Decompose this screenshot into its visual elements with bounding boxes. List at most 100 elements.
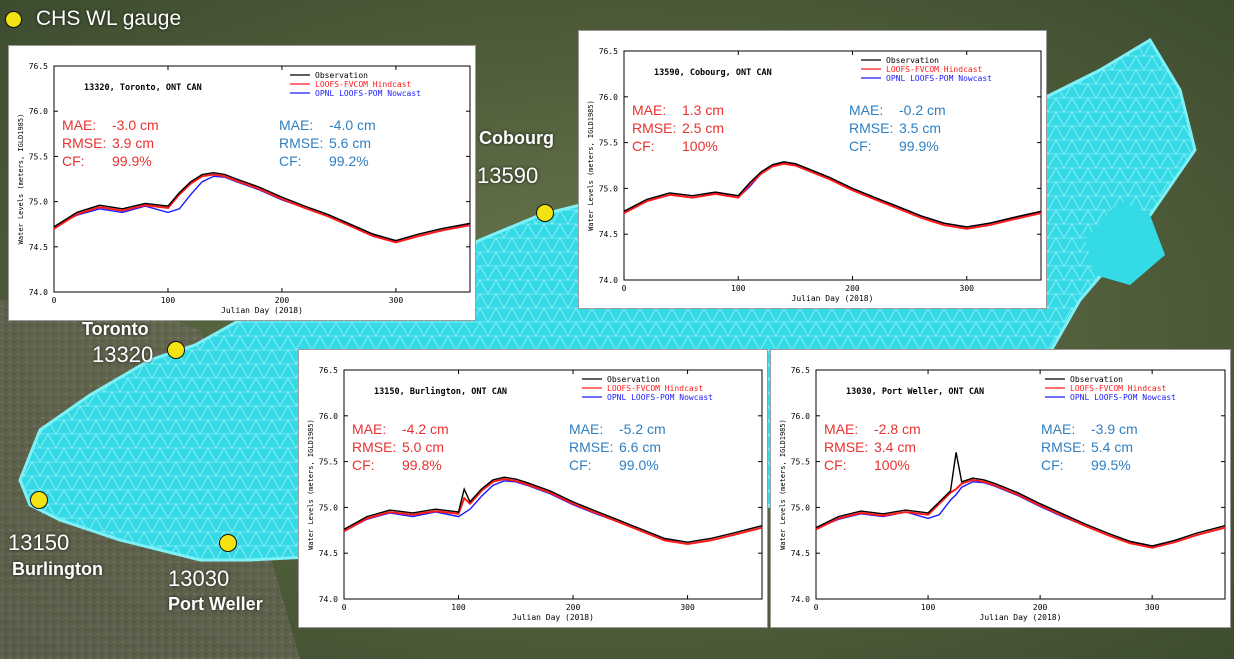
stat-label: RMSE: (849, 120, 893, 136)
stat-label: MAE: (62, 117, 96, 133)
stat-value: -5.2 cm (619, 421, 666, 437)
stat-label: CF: (1041, 457, 1064, 473)
x-axis-label: Julian Day (2018) (980, 613, 1062, 622)
stat-value: 1.3 cm (682, 102, 724, 118)
stat-value: 99.0% (619, 457, 659, 473)
station-id-burlington: 13150 (8, 530, 70, 555)
plot-frame (343, 369, 763, 600)
gauge-dot-cobourg[interactable] (536, 204, 554, 222)
x-axis-label: Julian Day (2018) (221, 306, 303, 315)
gauge-dot-toronto[interactable] (167, 341, 185, 359)
station-name-port-weller: Port Weller (168, 594, 263, 614)
y-tick-label: 76.5 (599, 47, 618, 56)
chart-panel-toronto: 74.0 74.5 75.0 75.5 76.0 76.5 0 100 200 300 Julian… (8, 45, 476, 321)
x-tick-label: 0 (814, 603, 819, 612)
stat-value: -4.2 cm (402, 421, 449, 437)
y-tick-label: 76.0 (599, 93, 618, 102)
stat-value: 5.6 cm (329, 135, 371, 151)
chart-title: 13320, Toronto, ONT CAN (84, 83, 202, 93)
y-tick-label: 75.0 (319, 503, 338, 512)
plot-frame (623, 50, 1042, 281)
hindcast-line (343, 477, 763, 546)
x-tick-label: 100 (161, 296, 176, 305)
stat-label: RMSE: (279, 135, 323, 151)
chart-cobourg: 74.0 74.5 75.0 75.5 76.0 76.5 0 100 200 300 Julian… (587, 47, 1042, 303)
y-tick-label: 76.0 (791, 412, 810, 421)
x-tick-label: 300 (389, 296, 404, 305)
y-tick-label: 76.5 (29, 62, 48, 71)
y-tick-label: 76.5 (319, 366, 338, 375)
x-tick-label: 100 (451, 603, 466, 612)
y-tick-label: 75.5 (791, 458, 810, 467)
stat-value: 3.5 cm (899, 120, 941, 136)
legend-entry: LOOFS-FVCOM Hindcast (1070, 384, 1167, 393)
stat-value: 5.4 cm (1091, 439, 1133, 455)
x-axis-label: Julian Day (2018) (512, 613, 594, 622)
y-axis-label: Water Levels (meters, IGLD1985) (307, 419, 315, 550)
stat-label: MAE: (569, 421, 603, 437)
stat-label: MAE: (632, 102, 666, 118)
x-tick-label: 100 (731, 284, 746, 293)
station-id-port-weller: 13030 (168, 566, 230, 591)
stat-label: RMSE: (1041, 439, 1085, 455)
chart-panel-cobourg: 74.0 74.5 75.0 75.5 76.0 76.5 0 100 200 300 Julian… (578, 30, 1047, 309)
chart-port-weller: 74.0 74.5 75.0 75.5 76.0 76.5 0 100 200 300 Julian… (779, 366, 1226, 622)
stat-label: CF: (352, 457, 375, 473)
y-tick-label: 75.0 (599, 184, 618, 193)
stat-value: 3.4 cm (874, 439, 916, 455)
stat-label: CF: (849, 138, 872, 154)
y-tick-label: 74.0 (319, 595, 338, 604)
y-tick-label: 75.5 (29, 152, 48, 161)
stat-value: -3.9 cm (1091, 421, 1138, 437)
stat-value: 99.9% (112, 153, 152, 169)
gauge-dot-port-weller[interactable] (219, 534, 237, 552)
legend-entry: LOOFS-FVCOM Hindcast (886, 65, 983, 74)
chart-title: 13030, Port Weller, ONT CAN (846, 387, 984, 397)
stat-label: CF: (569, 457, 592, 473)
x-tick-label: 300 (680, 603, 695, 612)
legend-entry: OPNL LOOFS-POM Nowcast (315, 89, 421, 98)
plot-frame (815, 369, 1226, 600)
gauge-dot-burlington[interactable] (30, 491, 48, 509)
y-tick-label: 75.0 (791, 503, 810, 512)
y-tick-label: 76.5 (791, 366, 810, 375)
hindcast-line (623, 162, 1042, 230)
legend-entry: OPNL LOOFS-POM Nowcast (886, 74, 992, 83)
legend-entry: LOOFS-FVCOM Hindcast (315, 80, 412, 89)
stat-label: RMSE: (824, 439, 868, 455)
stat-label: RMSE: (352, 439, 396, 455)
stat-value: 5.0 cm (402, 439, 444, 455)
map-legend: CHS WL gauge (5, 2, 181, 36)
stat-label: RMSE: (569, 439, 613, 455)
stat-label: CF: (279, 153, 302, 169)
observation-line (343, 476, 763, 543)
stat-label: MAE: (849, 102, 883, 118)
stat-value: 3.9 cm (112, 135, 154, 151)
stat-label: CF: (62, 153, 85, 169)
y-axis-label: Water Levels (meters, IGLD1985) (587, 100, 595, 231)
y-tick-label: 75.5 (599, 139, 618, 148)
station-name-cobourg: Cobourg (479, 128, 554, 148)
y-tick-label: 74.5 (599, 230, 618, 239)
station-name-burlington: Burlington (12, 559, 103, 579)
stat-label: MAE: (279, 117, 313, 133)
stat-label: CF: (824, 457, 847, 473)
chart-panel-burlington: 74.0 74.5 75.0 75.5 76.0 76.5 0 100 200 300 Julian… (298, 349, 768, 628)
legend-entry: OPNL LOOFS-POM Nowcast (1070, 393, 1176, 402)
y-tick-label: 74.0 (599, 276, 618, 285)
observation-line (53, 171, 471, 242)
station-id-toronto: 13320 (92, 342, 154, 367)
stat-value: 99.9% (899, 138, 939, 154)
x-tick-label: 0 (342, 603, 347, 612)
gauge-legend-dot (5, 10, 22, 28)
chart-title: 13150, Burlington, ONT CAN (374, 386, 507, 397)
y-tick-label: 75.0 (29, 198, 48, 207)
y-tick-label: 74.0 (29, 288, 48, 297)
x-tick-label: 200 (1033, 603, 1048, 612)
y-tick-label: 76.0 (29, 107, 48, 116)
chart-toronto: 74.0 74.5 75.0 75.5 76.0 76.5 0 100 200 300 Julian… (17, 62, 471, 315)
legend-entry: LOOFS-FVCOM Hindcast (607, 384, 704, 393)
stat-label: RMSE: (632, 120, 676, 136)
stat-value: -4.0 cm (329, 117, 376, 133)
stat-value: 2.5 cm (682, 120, 724, 136)
